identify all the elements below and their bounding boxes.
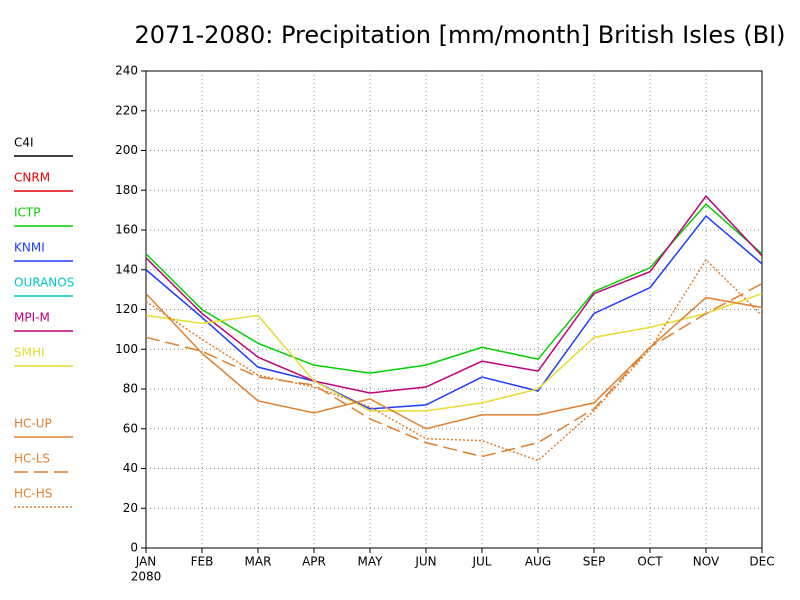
x-tick-label: DEC <box>749 555 774 569</box>
y-tick-label: 60 <box>123 421 138 435</box>
series-line <box>145 215 763 410</box>
legend-label: HC-UP <box>14 417 52 431</box>
y-tick-label: 80 <box>123 382 138 396</box>
y-tick-label: 120 <box>115 302 138 316</box>
x-tick-label: JUN <box>414 555 436 569</box>
y-tick-label: 220 <box>115 103 138 117</box>
legend-label: SMHI <box>14 346 45 360</box>
x-tick-label: APR <box>302 555 326 569</box>
series-line <box>145 283 763 458</box>
legend-label: KNMI <box>14 241 45 255</box>
y-tick-label: 140 <box>115 262 138 276</box>
x-tick-label: OCT <box>637 555 663 569</box>
year-label: 2080 <box>131 570 162 584</box>
legend-label: C4I <box>14 136 34 150</box>
series-line <box>145 195 763 394</box>
x-tick-label: JUL <box>471 555 491 569</box>
x-tick-label: JAN <box>135 555 157 569</box>
x-tick-label: AUG <box>525 555 551 569</box>
x-tick-label: SEP <box>583 555 605 569</box>
y-tick-label: 20 <box>123 501 138 515</box>
series-line <box>145 292 763 412</box>
y-tick-label: 0 <box>130 541 138 555</box>
y-tick-label: 100 <box>115 342 138 356</box>
y-tick-label: 180 <box>115 183 138 197</box>
series-line <box>145 203 763 374</box>
y-tick-label: 240 <box>115 64 138 78</box>
series-line <box>145 293 763 430</box>
chart-title: 2071-2080: Precipitation [mm/month] Brit… <box>134 21 785 49</box>
x-tick-label: FEB <box>191 555 214 569</box>
legend-label: ICTP <box>14 206 40 220</box>
legend-label: CNRM <box>14 171 50 185</box>
y-tick-label: 160 <box>115 223 138 237</box>
x-tick-label: NOV <box>693 555 720 569</box>
y-tick-label: 200 <box>115 143 138 157</box>
legend-label: HC-HS <box>14 487 52 501</box>
x-tick-label: MAR <box>245 555 272 569</box>
x-tick-label: MAY <box>358 555 384 569</box>
legend-label: MPI-M <box>14 311 50 325</box>
series-line <box>145 258 763 462</box>
legend-label: HC-LS <box>14 452 50 466</box>
y-tick-label: 40 <box>123 461 138 475</box>
legend-label: OURANOS <box>14 276 74 290</box>
